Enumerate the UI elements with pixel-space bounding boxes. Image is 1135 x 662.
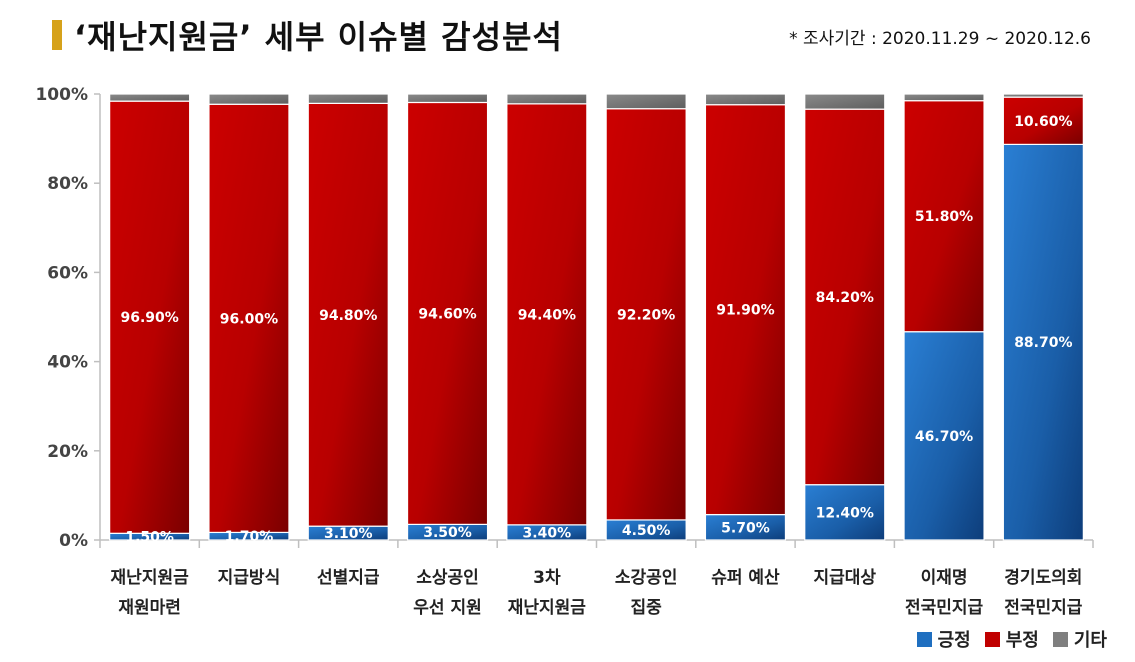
legend-item: 부정: [984, 626, 1039, 652]
bar-segment-other: [109, 93, 191, 102]
bar-segment-negative: [804, 108, 886, 486]
legend-swatch: [916, 631, 932, 647]
data-label: 10.60%: [1014, 114, 1072, 130]
data-label: 3.40%: [523, 525, 572, 541]
category-label: 전국민지급: [905, 598, 984, 618]
data-label: 46.70%: [915, 429, 973, 445]
legend-label: 기타: [1073, 630, 1107, 651]
y-tick-label: 80%: [47, 174, 88, 194]
data-label: 3.50%: [423, 525, 472, 541]
legend-swatch: [984, 631, 1000, 647]
category-label: 슈퍼 예산: [711, 568, 780, 588]
bar-segment-other: [903, 93, 985, 102]
category-label: 선별지급: [317, 568, 380, 588]
bar-segment-negative: [406, 101, 489, 525]
bar-segment-other: [208, 93, 290, 105]
category-label: 재난지원금: [508, 598, 587, 618]
legend-item: 기타: [1052, 626, 1107, 652]
data-label: 96.90%: [120, 310, 178, 326]
y-tick-label: 60%: [47, 263, 88, 283]
bar-segment-other: [307, 93, 389, 104]
bar-segment-other: [704, 93, 787, 106]
category-label: 경기도의회: [1004, 568, 1082, 588]
bar-segment-negative: [109, 100, 191, 534]
data-label: 96.00%: [220, 311, 278, 327]
y-tick-label: 0%: [59, 531, 88, 551]
data-label: 94.60%: [418, 306, 476, 322]
y-tick-label: 100%: [35, 85, 88, 105]
legend-swatch: [1052, 631, 1068, 647]
data-label: 51.80%: [915, 209, 973, 225]
data-label: 12.40%: [816, 505, 874, 521]
bar-segment-negative: [506, 103, 588, 526]
category-label: 3차: [533, 568, 561, 588]
data-label: 1.70%: [225, 529, 274, 545]
title-accent-bar: [52, 20, 62, 50]
legend-label: 긍정: [937, 630, 971, 651]
legend-item: 긍정: [916, 626, 971, 652]
category-label: 지급방식: [218, 568, 281, 588]
survey-period: * 조사기간 : 2020.11.29 ~ 2020.12.6: [789, 29, 1091, 49]
data-label: 84.20%: [816, 290, 874, 306]
category-label: 이재명: [921, 568, 968, 588]
bar-segment-negative: [903, 100, 985, 333]
legend: 긍정 부정 기타: [916, 626, 1107, 652]
y-tick-label: 40%: [47, 353, 88, 373]
bar-segment-other: [506, 93, 588, 105]
bar-segment-positive: [903, 331, 985, 541]
data-label: 94.80%: [319, 308, 377, 324]
bar-segment-negative: [605, 108, 687, 521]
data-label: 3.10%: [324, 526, 373, 542]
data-label: 91.90%: [716, 303, 774, 319]
chart-title: ‘재난지원금’ 세부 이슈별 감성분석: [74, 18, 563, 56]
data-label: 1.50%: [125, 530, 174, 546]
category-label: 우선 지원: [413, 598, 481, 618]
legend-label: 부정: [1005, 630, 1039, 651]
bar-segment-other: [406, 93, 489, 104]
category-label: 재원마련: [118, 598, 181, 618]
bar-segment-negative: [1002, 96, 1084, 145]
bar-segment-negative: [704, 104, 787, 516]
bar-segment-other: [605, 93, 687, 110]
bar-segment-other: [804, 93, 886, 110]
category-label: 집중: [631, 598, 663, 618]
category-label: 재난지원금: [111, 568, 190, 588]
bar-segment-positive: [1002, 143, 1084, 541]
data-label: 88.70%: [1014, 335, 1072, 351]
data-label: 92.20%: [617, 307, 675, 323]
category-label: 소상공인: [416, 568, 479, 588]
y-tick-label: 20%: [47, 442, 88, 462]
data-label: 94.40%: [518, 307, 576, 323]
bar-segment-positive: [704, 513, 787, 541]
category-label: 지급대상: [813, 568, 876, 588]
bar-segment-other: [1002, 93, 1084, 98]
bar-segment-negative: [307, 102, 389, 527]
data-label: 5.70%: [721, 520, 770, 536]
category-label: 소강공인: [615, 568, 678, 588]
bar-segment-negative: [208, 103, 290, 534]
bar-segment-positive: [804, 484, 886, 541]
data-label: 4.50%: [622, 523, 671, 539]
category-label: 전국민지급: [1004, 598, 1083, 618]
